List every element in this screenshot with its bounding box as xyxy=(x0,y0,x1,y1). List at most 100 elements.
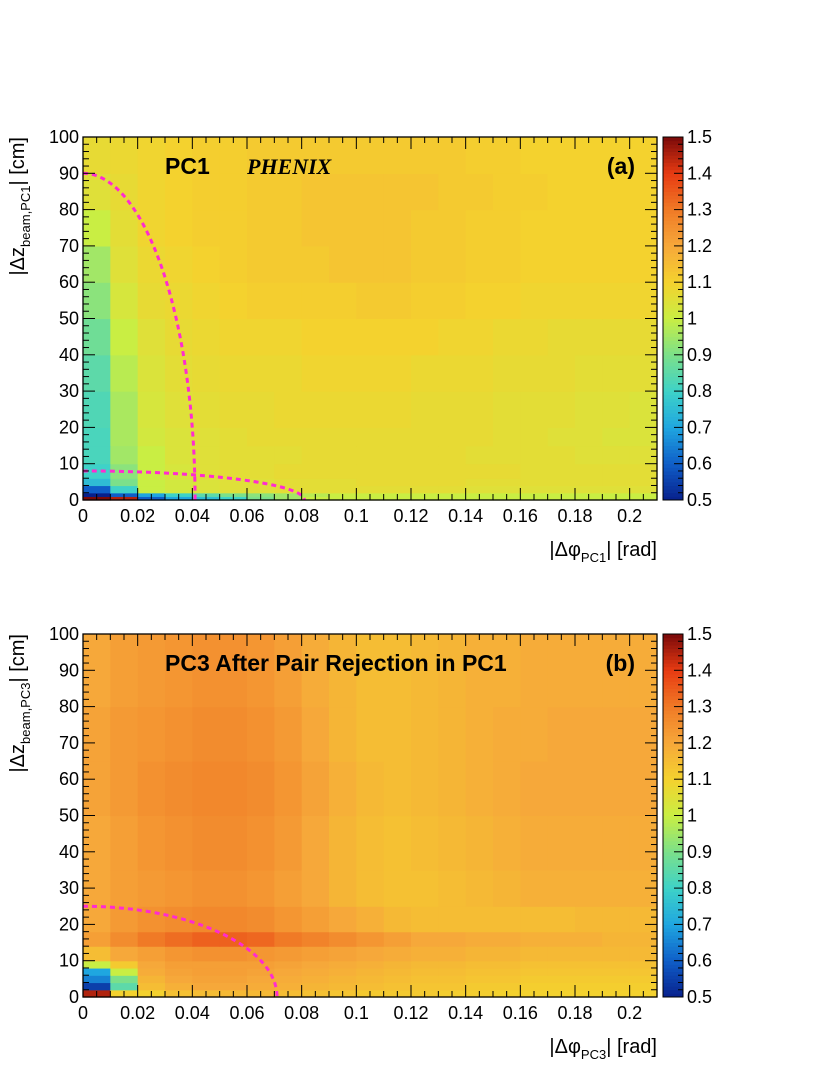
colorbar-segment xyxy=(663,793,683,798)
colorbar-segment xyxy=(663,800,683,806)
y-tick-label: 50 xyxy=(59,806,79,826)
heatmap-cell xyxy=(520,391,549,428)
heatmap-cell xyxy=(192,318,221,356)
heatmap-cell xyxy=(110,427,139,447)
heatmap-cell xyxy=(110,282,139,320)
heatmap-cell xyxy=(438,815,467,871)
heatmap-cell xyxy=(219,869,248,907)
heatmap-cell xyxy=(329,906,357,933)
panel-a-experiment-label: PHENIX xyxy=(246,154,333,179)
svg-text:|Δzbeam,PC3| [cm]: |Δzbeam,PC3| [cm] xyxy=(7,634,33,773)
colorbar-segment xyxy=(663,460,683,465)
heatmap-cell xyxy=(301,427,330,447)
colorbar-segment xyxy=(663,387,683,392)
heatmap-cell xyxy=(356,869,385,907)
heatmap-cell xyxy=(520,761,549,817)
colorbar-segment xyxy=(663,322,683,327)
heatmap-cell xyxy=(493,478,521,487)
heatmap-cell xyxy=(438,975,467,984)
colorbar-tick-label: 0.5 xyxy=(687,490,712,510)
colorbar-segment xyxy=(663,967,683,973)
svg-text:|ΔφPC3| [rad]: |ΔφPC3| [rad] xyxy=(549,1036,657,1062)
colorbar-segment xyxy=(663,325,683,330)
heatmap-cell xyxy=(165,478,193,487)
heatmap-cell xyxy=(301,967,330,976)
heatmap-cell xyxy=(411,869,439,907)
heatmap-cell xyxy=(110,209,139,247)
heatmap-cell xyxy=(110,137,139,174)
heatmap-cell xyxy=(575,869,603,907)
colorbar-segment xyxy=(663,652,683,657)
colorbar-tick-label: 0.5 xyxy=(687,987,712,1007)
colorbar-b: 0.5 0.6 0.7 0.8 0.9 1 1.1 1.2 1.3 1.4 1.5 xyxy=(662,624,712,1007)
heatmap-cell xyxy=(329,318,357,356)
colorbar-segment xyxy=(663,746,683,751)
y-tick-label: 60 xyxy=(59,769,79,789)
colorbar-segment xyxy=(663,641,683,646)
heatmap-cell xyxy=(192,975,221,984)
heatmap-cell xyxy=(137,137,166,174)
heatmap-cell xyxy=(411,173,439,211)
colorbar-segment xyxy=(663,964,683,969)
heatmap-cell xyxy=(629,354,658,392)
heatmap-cell xyxy=(547,478,576,487)
heatmap-cell xyxy=(629,946,658,962)
colorbar-segment xyxy=(663,837,683,842)
x-title-a-symbol: |Δφ xyxy=(549,539,581,561)
heatmap-cell xyxy=(629,478,658,487)
colorbar-segment xyxy=(663,489,683,494)
heatmap-cell xyxy=(438,463,467,479)
x-tick-label: 0.18 xyxy=(557,506,592,526)
heatmap-cell xyxy=(110,946,139,962)
colorbar-segment xyxy=(663,717,683,722)
x-tick-label: 0.1 xyxy=(344,506,369,526)
heatmap-cell xyxy=(465,815,494,871)
colorbar-tick-label: 1.2 xyxy=(687,733,712,753)
heatmap-cell xyxy=(192,906,221,933)
colorbar-segment xyxy=(663,184,683,189)
colorbar-segment xyxy=(663,293,683,298)
heatmap-cell xyxy=(493,634,521,708)
heatmap-cell xyxy=(219,706,248,762)
colorbar-segment xyxy=(663,713,683,718)
heatmap-cell xyxy=(329,354,357,392)
x-title-b-suffix: | [rad] xyxy=(606,1036,657,1058)
colorbar-segment xyxy=(663,140,683,145)
heatmap-cell xyxy=(438,706,467,762)
colorbar-segment xyxy=(663,372,683,378)
colorbar-tick-label: 1.3 xyxy=(687,697,712,717)
heatmap-cell xyxy=(219,354,248,392)
x-tick-label: 0.16 xyxy=(503,506,538,526)
y-tick-label: 90 xyxy=(59,163,79,183)
heatmap-cell xyxy=(219,485,248,494)
heatmap-cell xyxy=(547,209,576,247)
x-tick-label: 0.08 xyxy=(284,506,319,526)
heatmap-cell xyxy=(629,960,658,969)
colorbar-segment xyxy=(663,880,683,885)
heatmap-cell xyxy=(602,967,631,976)
heatmap-cell xyxy=(356,354,385,392)
heatmap-cell xyxy=(602,354,631,392)
heatmap-cell xyxy=(547,975,576,984)
heatmap-cell xyxy=(629,391,658,428)
heatmap-cell xyxy=(465,173,494,211)
heatmap-cell xyxy=(83,982,111,991)
heatmap-cell xyxy=(329,245,357,283)
colorbar-segment xyxy=(663,989,683,994)
heatmap-cell xyxy=(438,318,467,356)
colorbar-segment xyxy=(663,205,683,211)
heatmap-cell xyxy=(575,931,603,947)
colorbar-tick-label: 1.5 xyxy=(687,127,712,147)
heatmap-cell xyxy=(520,209,549,247)
colorbar-segment xyxy=(663,942,683,947)
colorbar-segment xyxy=(663,398,683,403)
heatmap-cell xyxy=(247,354,275,392)
heatmap-cell xyxy=(493,427,521,447)
colorbar-segment xyxy=(663,456,683,461)
heatmap-cell xyxy=(383,706,412,762)
heatmap-cell xyxy=(438,245,467,283)
y-tick-label: 0 xyxy=(69,490,79,510)
x-tick-label: 0.06 xyxy=(229,506,264,526)
colorbar-segment xyxy=(663,953,683,958)
heatmap-cell xyxy=(383,485,412,494)
